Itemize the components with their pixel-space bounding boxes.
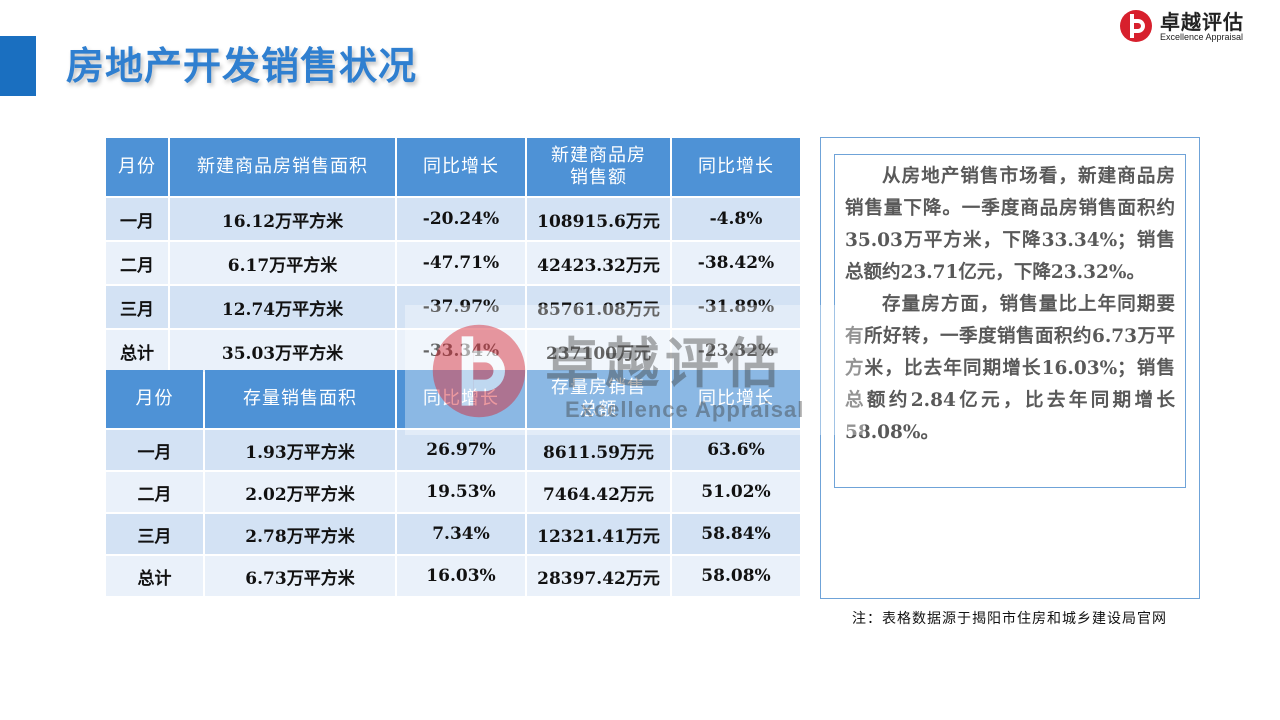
table-header-row: 月份 存量销售面积 同比增长 存量房销售 总额 同比增长 [106, 370, 800, 428]
table-row: 二月 6.17万平方米 -47.71% 42423.32万元 -38.42% [106, 242, 800, 284]
table-row: 总计 6.73万平方米 16.03% 28397.42万元 58.08% [106, 556, 800, 596]
cell-area-growth: -33.34% [397, 330, 525, 372]
cell-area: 12.74万平方米 [170, 286, 395, 328]
logo-text-cn: 卓越评估 [1160, 10, 1244, 34]
table-row: 三月 12.74万平方米 -37.97% 85761.08万元 -31.89% [106, 286, 800, 328]
cell-month: 一月 [106, 430, 203, 470]
cell-month: 三月 [106, 286, 168, 328]
cell-area: 6.73万平方米 [205, 556, 395, 596]
cell-area: 16.12万平方米 [170, 198, 395, 240]
logo-mark-icon [1120, 10, 1152, 42]
cell-amount-growth: -31.89% [672, 286, 800, 328]
cell-amount-growth: 58.08% [672, 556, 800, 596]
cell-area-growth: -20.24% [397, 198, 525, 240]
cell-amount: 237100万元 [527, 330, 670, 372]
cell-amount-growth: -4.8% [672, 198, 800, 240]
cell-area: 35.03万平方米 [170, 330, 395, 372]
cell-month: 二月 [106, 242, 168, 284]
header-area-growth: 同比增长 [397, 138, 525, 196]
brand-logo: 卓越评估 Excellence Appraisal [1118, 6, 1268, 44]
summary-frame [820, 137, 1200, 599]
cell-amount-growth: 63.6% [672, 430, 800, 470]
cell-amount: 42423.32万元 [527, 242, 670, 284]
table-header-row: 月份 新建商品房销售面积 同比增长 新建商品房 销售额 同比增长 [106, 138, 800, 196]
cell-amount-growth: 58.84% [672, 514, 800, 554]
cell-area: 1.93万平方米 [205, 430, 395, 470]
table-row: 一月 1.93万平方米 26.97% 8611.59万元 63.6% [106, 430, 800, 470]
summary-text-box: 从房地产销售市场看，新建商品房销售量下降。一季度商品房销售面积约35.03万平方… [834, 154, 1186, 488]
table-row: 总计 35.03万平方米 -33.34% 237100万元 -23.32% [106, 330, 800, 372]
table-row: 三月 2.78万平方米 7.34% 12321.41万元 58.84% [106, 514, 800, 554]
cell-area-growth: 7.34% [397, 514, 525, 554]
cell-amount: 108915.6万元 [527, 198, 670, 240]
table-row: 一月 16.12万平方米 -20.24% 108915.6万元 -4.8% [106, 198, 800, 240]
summary-paragraph-new: 从房地产销售市场看，新建商品房销售量下降。一季度商品房销售面积约35.03万平方… [845, 166, 1175, 283]
summary-paragraph-stock: 存量房方面，销售量比上年同期要有所好转，一季度销售面积约6.73万平方米，比去年… [845, 294, 1175, 443]
page-title: 房地产开发销售状况 [66, 44, 418, 88]
cell-area-growth: -47.71% [397, 242, 525, 284]
cell-amount-growth: 51.02% [672, 472, 800, 512]
header-month: 月份 [106, 138, 168, 196]
cell-amount: 12321.41万元 [527, 514, 670, 554]
cell-amount-growth: -38.42% [672, 242, 800, 284]
header-new-amount: 新建商品房 销售额 [527, 138, 670, 196]
cell-area-growth: -37.97% [397, 286, 525, 328]
cell-amount: 8611.59万元 [527, 430, 670, 470]
table-row: 二月 2.02万平方米 19.53% 7464.42万元 51.02% [106, 472, 800, 512]
stock-housing-sales-table: 月份 存量销售面积 同比增长 存量房销售 总额 同比增长 一月 1.93万平方米 … [104, 368, 802, 598]
title-accent-bar [0, 36, 36, 96]
cell-amount: 28397.42万元 [527, 556, 670, 596]
cell-month: 三月 [106, 514, 203, 554]
cell-area-growth: 26.97% [397, 430, 525, 470]
new-housing-sales-table: 月份 新建商品房销售面积 同比增长 新建商品房 销售额 同比增长 一月 16.12… [104, 136, 802, 374]
source-note: 注：表格数据源于揭阳市住房和城乡建设局官网 [852, 611, 1167, 627]
header-new-area: 新建商品房销售面积 [170, 138, 395, 196]
cell-amount: 85761.08万元 [527, 286, 670, 328]
cell-month: 总计 [106, 556, 203, 596]
logo-text-en: Excellence Appraisal [1160, 32, 1244, 42]
header-amount-growth: 同比增长 [672, 138, 800, 196]
header-amount-growth: 同比增长 [672, 370, 800, 428]
cell-amount: 7464.42万元 [527, 472, 670, 512]
cell-month: 总计 [106, 330, 168, 372]
cell-month: 一月 [106, 198, 168, 240]
cell-area: 2.02万平方米 [205, 472, 395, 512]
cell-month: 二月 [106, 472, 203, 512]
header-area-growth: 同比增长 [397, 370, 525, 428]
cell-area: 2.78万平方米 [205, 514, 395, 554]
header-month: 月份 [106, 370, 203, 428]
header-stock-area: 存量销售面积 [205, 370, 395, 428]
cell-area-growth: 19.53% [397, 472, 525, 512]
cell-area-growth: 16.03% [397, 556, 525, 596]
cell-amount-growth: -23.32% [672, 330, 800, 372]
cell-area: 6.17万平方米 [170, 242, 395, 284]
header-stock-amount: 存量房销售 总额 [527, 370, 670, 428]
